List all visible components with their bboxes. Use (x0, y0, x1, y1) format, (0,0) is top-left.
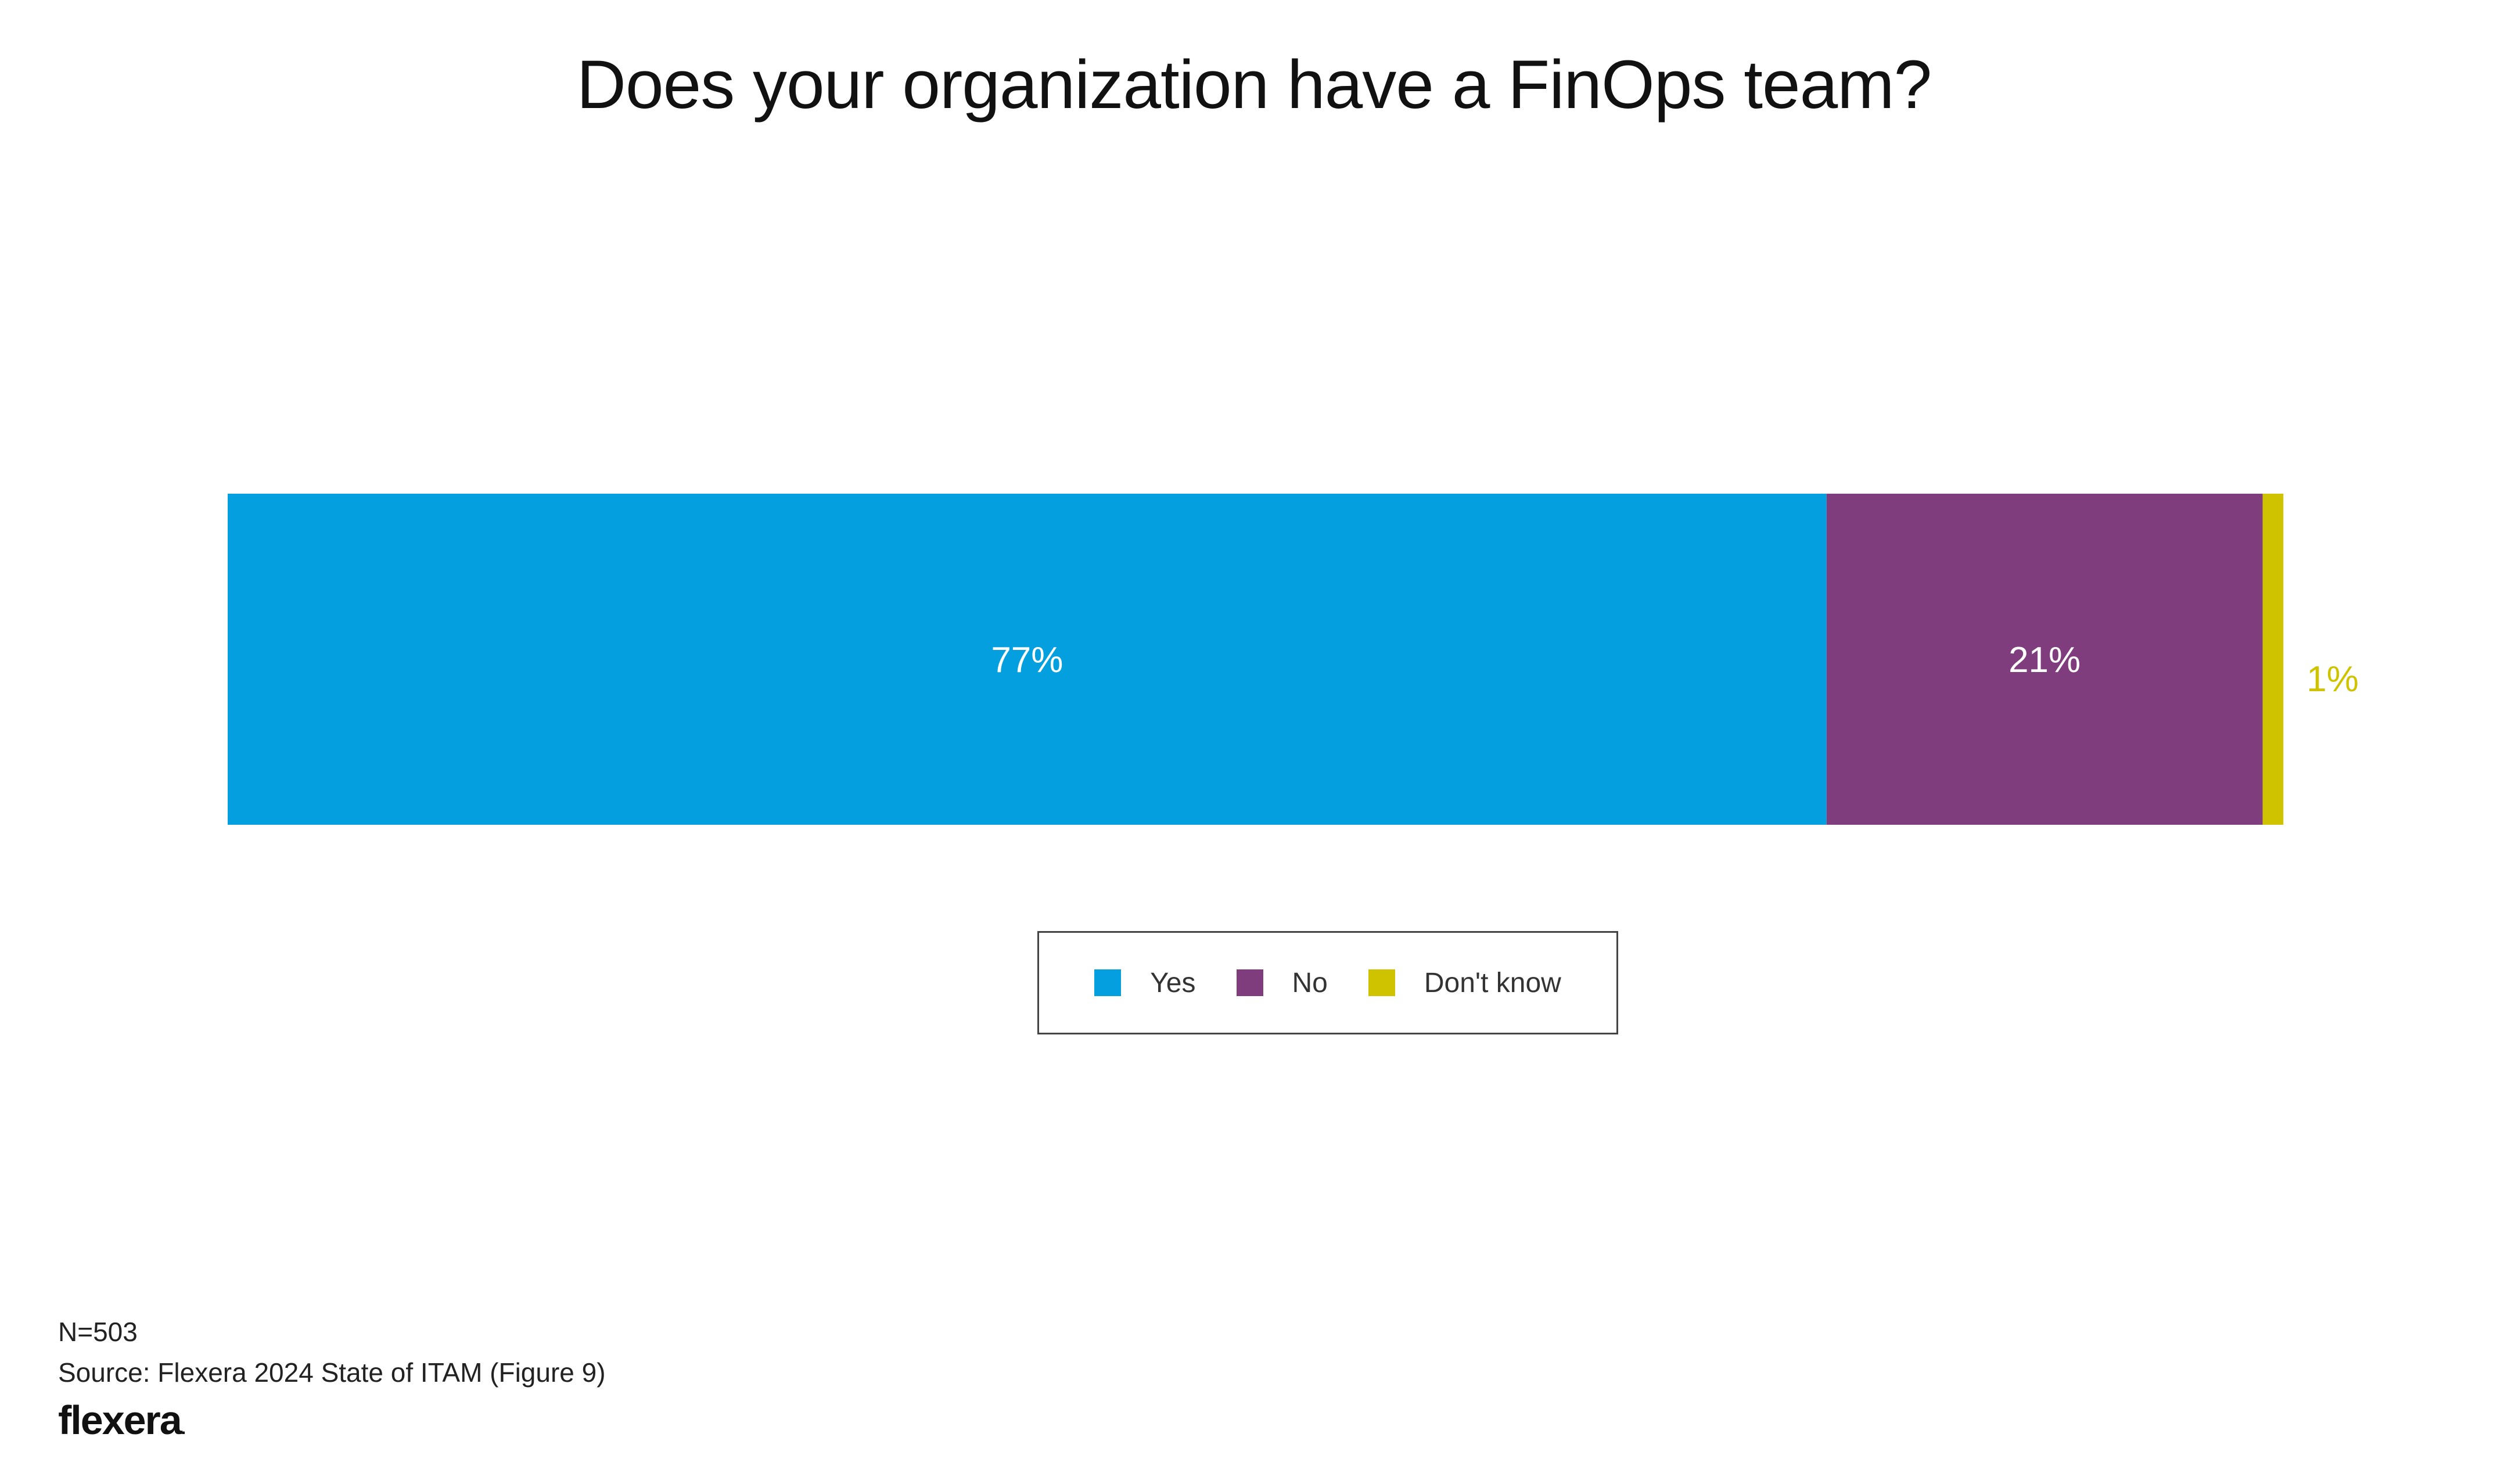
bar-segment-yes[interactable] (228, 494, 1827, 825)
legend-swatch-dont-know (1368, 969, 1395, 996)
logo-text: flexera (58, 1397, 182, 1443)
legend-item-yes[interactable]: Yes (1094, 967, 1196, 999)
legend-swatch-yes (1094, 969, 1122, 996)
bar-segment-dont-know[interactable] (2262, 494, 2284, 825)
data-label-no: 21% (2008, 640, 2081, 680)
legend-swatch-no (1236, 969, 1263, 996)
legend-item-no[interactable]: No (1236, 967, 1328, 999)
legend-label-yes: Yes (1150, 967, 1196, 998)
data-labels-group: 77% 21% 1% (991, 640, 2359, 699)
legend-label-no: No (1292, 967, 1328, 998)
flexera-logo: flexera. (58, 1397, 186, 1443)
source-note: Source: Flexera 2024 State of ITAM (Figu… (58, 1357, 606, 1388)
legend-item-dont-know[interactable]: Don't know (1368, 967, 1561, 999)
legend-label-dont-know: Don't know (1424, 967, 1561, 998)
sample-size-note: N=503 (58, 1317, 138, 1347)
bar-segment-no[interactable] (1826, 494, 2263, 825)
bars-group (228, 494, 2284, 825)
data-label-dont-know: 1% (2306, 659, 2359, 699)
legend: Yes No Don't know (1037, 931, 1618, 1034)
chart-title: Does your organization have a FinOps tea… (576, 46, 1932, 123)
data-label-yes: 77% (991, 640, 1063, 680)
